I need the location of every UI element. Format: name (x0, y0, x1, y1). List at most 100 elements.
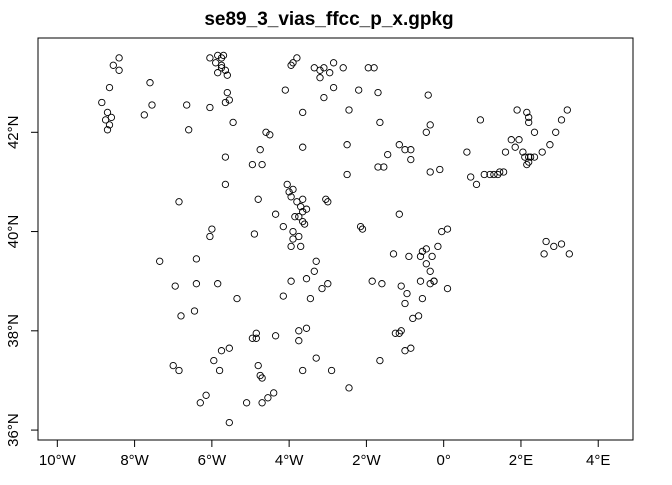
x-tick-label: 0° (437, 452, 451, 469)
data-point (316, 66, 324, 74)
data-point (103, 126, 112, 134)
data-point (310, 267, 318, 275)
data-point (443, 225, 452, 233)
data-point (364, 64, 372, 72)
data-point (248, 160, 257, 169)
data-point (300, 220, 309, 228)
data-point (426, 121, 434, 129)
y-axis: 36°N 38°N 40°N 42°N (5, 116, 38, 447)
data-point (542, 237, 550, 246)
data-point (289, 235, 297, 243)
data-point (291, 213, 299, 221)
data-point (287, 193, 295, 201)
data-point (329, 59, 338, 67)
data-point (418, 247, 427, 256)
data-point (140, 111, 148, 119)
data-point (327, 366, 336, 375)
data-point (418, 294, 427, 303)
data-point (242, 399, 251, 407)
data-point (486, 170, 494, 179)
data-point (312, 354, 320, 362)
x-tick-label: 10°W (39, 452, 77, 469)
data-point (496, 168, 504, 176)
data-point (266, 131, 274, 139)
data-point (252, 329, 260, 337)
data-point (302, 324, 311, 332)
data-point (376, 118, 384, 127)
y-tick-label: 38°N (5, 314, 22, 348)
y-tick-label: 36°N (5, 413, 22, 447)
data-point (258, 399, 266, 407)
data-point (565, 250, 573, 258)
data-point (358, 225, 367, 233)
data-point (345, 384, 353, 392)
data-point (507, 136, 515, 144)
y-tick-label: 40°N (5, 215, 22, 249)
data-point (376, 356, 384, 365)
data-point (540, 250, 548, 258)
data-point (436, 165, 444, 174)
data-point (428, 252, 436, 261)
data-point (472, 180, 481, 189)
data-point (426, 267, 434, 275)
data-point (443, 284, 452, 293)
data-point (248, 334, 257, 342)
data-point (175, 366, 183, 375)
data-point (302, 275, 311, 283)
data-point (552, 128, 560, 136)
data-point (480, 170, 488, 179)
data-point (148, 101, 156, 109)
x-tick-label: 4°W (275, 452, 304, 469)
data-point (287, 277, 295, 285)
data-point (546, 141, 554, 149)
data-point (538, 148, 546, 156)
data-points (98, 51, 573, 427)
data-point (299, 208, 307, 216)
data-point (109, 61, 117, 69)
data-point (225, 96, 233, 104)
data-point (287, 242, 295, 251)
data-point (343, 141, 351, 149)
data-point (250, 230, 259, 238)
data-point (175, 198, 183, 206)
data-point (190, 307, 199, 315)
data-point (283, 180, 291, 189)
data-point (407, 344, 415, 352)
data-point (299, 143, 307, 151)
data-point (526, 153, 535, 161)
x-tick-label: 8°W (120, 452, 149, 469)
data-point (391, 329, 400, 337)
data-point (515, 136, 523, 144)
data-point (525, 158, 533, 166)
data-point (407, 155, 415, 164)
data-point (299, 195, 307, 203)
data-point (312, 257, 320, 265)
data-point (281, 86, 289, 94)
data-point (424, 91, 432, 99)
data-point (258, 160, 266, 169)
data-point (511, 143, 519, 151)
data-point (523, 160, 531, 169)
data-point (384, 150, 392, 159)
data-point (501, 148, 510, 156)
data-point (403, 289, 411, 298)
data-point (513, 106, 521, 114)
data-point (208, 225, 216, 233)
data-point (297, 242, 305, 251)
data-point (105, 83, 114, 92)
data-point (397, 282, 405, 290)
data-point (324, 198, 332, 206)
data-point (98, 98, 106, 107)
x-tick-label: 2°W (352, 452, 381, 469)
data-point (426, 168, 434, 176)
data-point (368, 277, 376, 285)
data-point (557, 116, 566, 124)
data-point (299, 366, 307, 375)
data-point (223, 71, 231, 79)
data-point (563, 106, 571, 114)
data-point (221, 66, 230, 74)
data-point (223, 88, 231, 97)
data-point (217, 61, 226, 69)
data-point (105, 121, 114, 129)
data-point (270, 389, 278, 397)
